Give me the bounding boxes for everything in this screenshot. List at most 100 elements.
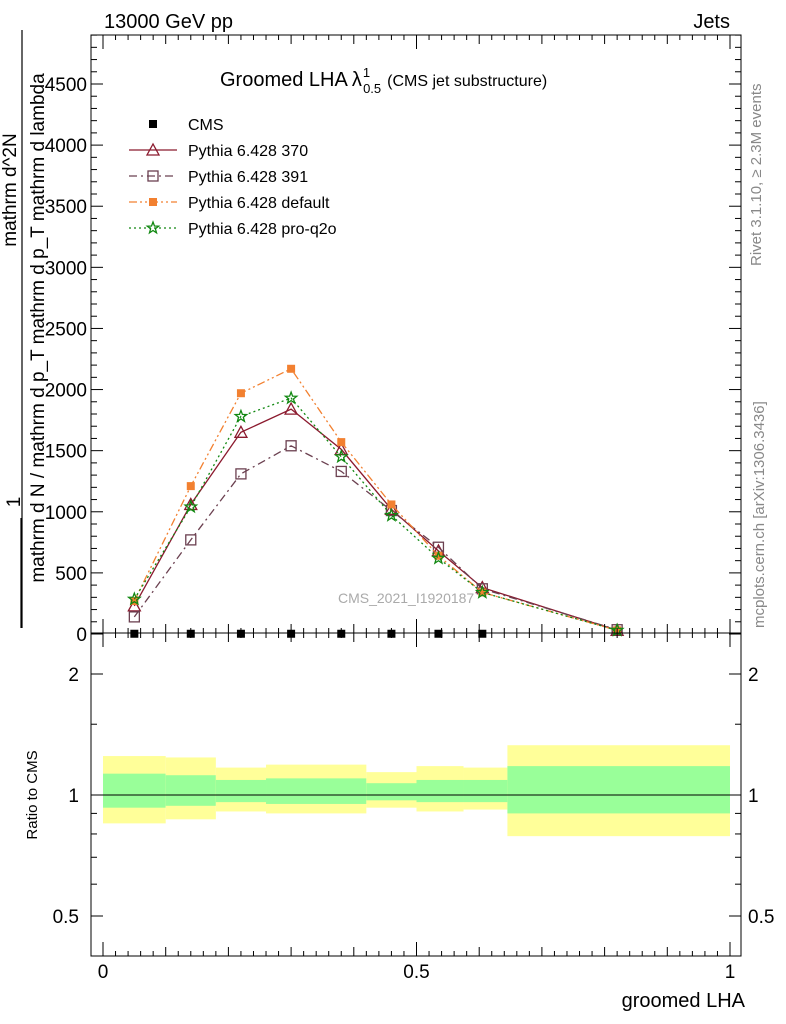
data-point	[434, 629, 443, 638]
ratio-y-tick-label: 1	[68, 786, 79, 807]
legend: CMS Pythia 6.428 370 Pythia 6.428 391 Pythi…	[129, 117, 337, 238]
main-panel: 0 500 1000 1500 2000 2500 3000 3500 4000 4500 Gro…	[0, 30, 742, 646]
main-y-tick-label: 0	[76, 625, 87, 646]
header-energy: 13000 GeV pp	[104, 11, 233, 33]
data-point	[233, 408, 249, 423]
legend-label: Pythia 6.428 370	[188, 143, 308, 160]
data-point	[130, 629, 139, 638]
ratio-y-ticks: 0.5 0.5 1 1 2 2	[53, 665, 775, 928]
data-point	[335, 465, 347, 478]
series-0	[130, 629, 487, 638]
legend-entry: Pythia 6.428 default	[129, 195, 330, 212]
data-point	[235, 468, 247, 480]
ratio-stat-band	[507, 766, 730, 814]
legend-entry: Pythia 6.428 370	[129, 142, 308, 160]
data-point	[478, 588, 487, 597]
series-line	[133, 397, 618, 631]
data-point	[183, 499, 199, 514]
main-y-tick-label: 500	[55, 564, 87, 585]
y-label-denominator: mathrm d N / mathrm d p_T mathrm d p_T m…	[28, 73, 49, 583]
legend-entry: Pythia 6.428 391	[129, 169, 308, 186]
main-y-tick-label: 4500	[45, 75, 87, 96]
title-symbol: λ	[352, 69, 362, 91]
legend-label: Pythia 6.428 pro-q2o	[188, 221, 337, 238]
ratio-stat-band	[463, 779, 508, 803]
main-y-tick-label: 3500	[45, 197, 87, 218]
data-point	[285, 440, 297, 452]
data-point	[434, 551, 443, 560]
series-4	[126, 390, 625, 637]
legend-entry: Pythia 6.428 pro-q2o	[129, 220, 337, 238]
main-y-ticks: 0 500 1000 1500 2000 2500 3000 3500 4000 4500	[45, 34, 741, 646]
data-point	[337, 438, 346, 447]
data-point	[284, 401, 299, 415]
data-point	[236, 389, 245, 398]
legend-marker	[145, 220, 161, 235]
x-axis-label: groomed LHA	[622, 990, 746, 1012]
legend-marker	[149, 198, 157, 206]
data-point	[430, 550, 446, 565]
ratio-y-tick-label: 2	[68, 665, 79, 686]
chart-title: Groomed LHA λ1 0.5 (CMS jet substructure)	[220, 65, 547, 96]
legend-label: Pythia 6.428 default	[188, 195, 330, 212]
rivet-label: Rivet 3.1.10, ≥ 2.3M events	[748, 84, 765, 267]
header-jets: Jets	[693, 11, 730, 33]
data-point	[283, 390, 299, 405]
main-y-label: 1 mathrm d^2N mathrm d N / mathrm d p_T …	[0, 30, 49, 628]
ratio-y-tick-label-right: 2	[748, 665, 759, 686]
ratio-y-tick-label: 0.5	[53, 907, 79, 928]
ratio-x-ticks: 0 0.5 1	[98, 633, 736, 983]
data-point	[127, 598, 142, 612]
ratio-x-tick-label: 1	[725, 962, 736, 983]
ratio-stat-band	[416, 779, 464, 803]
data-point	[126, 591, 142, 606]
ratio-y-tick-label-right: 0.5	[748, 907, 774, 928]
data-point	[233, 424, 249, 438]
legend-marker	[147, 170, 159, 182]
title-tail: (CMS jet substructure)	[387, 73, 547, 90]
y-label-numerator: mathrm d^2N	[0, 133, 21, 246]
main-y-tick-label: 2500	[45, 319, 87, 340]
data-point	[287, 364, 296, 373]
main-x-ticks	[102, 35, 731, 633]
ratio-stat-band	[103, 773, 166, 808]
data-point	[186, 482, 195, 491]
data-point	[128, 611, 141, 623]
mcplots-label: mcplots.cern.ch [arXiv:1306.3436]	[751, 401, 768, 628]
ratio-y-label: Ratio to CMS	[24, 750, 41, 839]
main-y-tick-label: 3000	[45, 258, 87, 279]
ratio-x-tick-label: 0.5	[403, 962, 429, 983]
legend-marker	[145, 142, 161, 156]
legend-label: CMS	[188, 117, 224, 134]
data-point	[478, 629, 487, 638]
data-point	[333, 448, 349, 464]
y-label-prefactor: 1	[4, 497, 25, 508]
ratio-stat-band	[165, 775, 216, 806]
title-subscript: 0.5	[363, 81, 381, 96]
legend-marker	[149, 120, 157, 128]
ratio-bands	[103, 745, 730, 837]
data-point	[387, 500, 396, 509]
legend-label: Pythia 6.428 391	[188, 169, 308, 186]
main-y-tick-label: 4000	[45, 136, 87, 157]
ratio-stat-band	[266, 778, 367, 804]
series-line	[133, 445, 618, 631]
title-superscript: 1	[363, 65, 370, 80]
analysis-watermark: CMS_2021_I1920187	[338, 590, 474, 606]
ratio-panel: 0.5 0.51 12 2 0 0.5 1 Ratio to CMS groomed LH…	[24, 632, 775, 1012]
main-y-tick-label: 1000	[45, 503, 87, 524]
data-point	[474, 584, 490, 599]
legend-entry: CMS	[149, 117, 224, 134]
ratio-y-tick-label-right: 1	[748, 786, 759, 807]
main-y-tick-label: 2000	[45, 381, 87, 402]
data-point	[185, 534, 197, 546]
data-point	[334, 442, 349, 456]
ratio-stat-band	[366, 783, 417, 801]
data-point	[383, 507, 399, 522]
title-main: Groomed LHA	[220, 69, 348, 91]
ratio-stat-band	[215, 779, 267, 803]
ratio-x-tick-label: 0	[98, 962, 109, 983]
data-point	[384, 501, 399, 515]
main-y-tick-label: 1500	[45, 442, 87, 463]
